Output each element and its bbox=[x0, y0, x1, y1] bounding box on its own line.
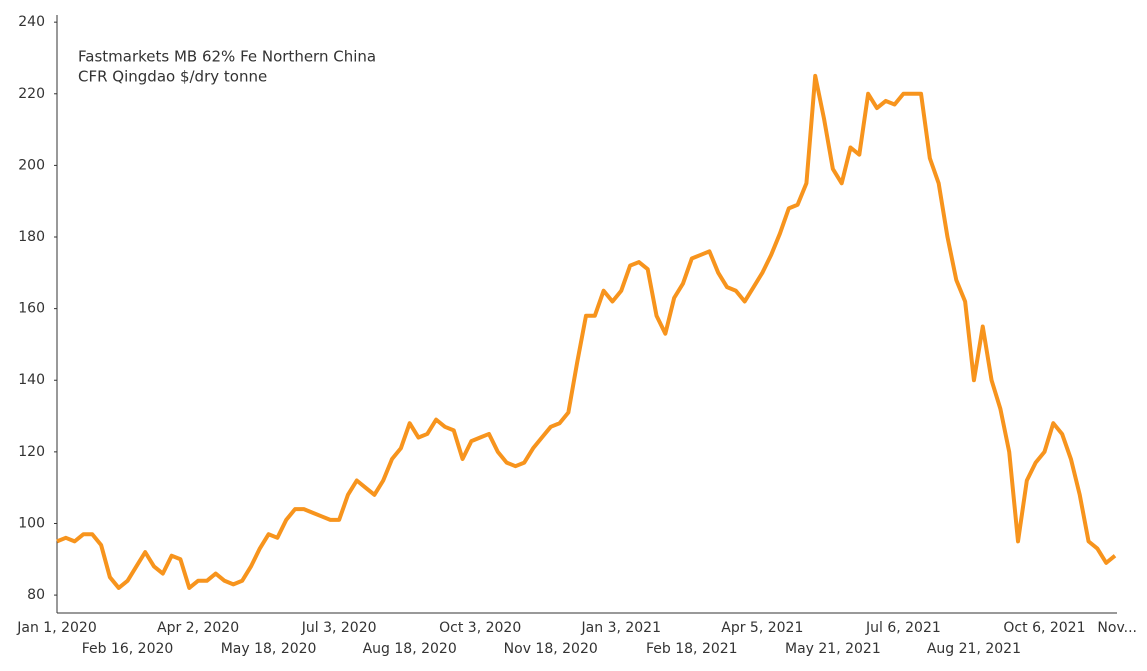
y-tick-label: 180 bbox=[18, 229, 45, 245]
x-tick-label: Jul 3, 2020 bbox=[301, 620, 377, 636]
x-tick-label: Jan 3, 2021 bbox=[581, 620, 661, 636]
y-tick-label: 120 bbox=[18, 444, 45, 460]
x-tick-label: Feb 16, 2020 bbox=[82, 641, 174, 657]
x-tick-label: Jan 1, 2020 bbox=[16, 620, 96, 636]
x-tick-label: May 18, 2020 bbox=[221, 641, 317, 657]
x-tick-label: Feb 18, 2021 bbox=[646, 641, 738, 657]
y-tick-label: 200 bbox=[18, 157, 45, 173]
x-tick-label: Oct 3, 2020 bbox=[439, 620, 521, 636]
x-tick-label: Nov 18, 2020 bbox=[504, 641, 598, 657]
price-line bbox=[56, 73, 1117, 590]
y-tick-label: 220 bbox=[18, 86, 45, 102]
x-tick-label: Jul 6, 2021 bbox=[865, 620, 941, 636]
x-tick-label: Aug 21, 2021 bbox=[927, 641, 1021, 657]
x-tick-label: Apr 5, 2021 bbox=[721, 620, 803, 636]
y-tick-label: 100 bbox=[18, 515, 45, 531]
x-tick-label: Nov... bbox=[1097, 620, 1137, 636]
x-tick-label: Aug 18, 2020 bbox=[363, 641, 457, 657]
y-tick-label: 160 bbox=[18, 301, 45, 317]
annotation: Fastmarkets MB 62% Fe Northern China bbox=[78, 48, 376, 66]
y-tick-label: 140 bbox=[18, 372, 45, 388]
x-tick-label: Apr 2, 2020 bbox=[157, 620, 239, 636]
y-tick-label: 80 bbox=[27, 587, 45, 603]
y-tick-label: 240 bbox=[18, 14, 45, 30]
x-tick-label: Oct 6, 2021 bbox=[1003, 620, 1085, 636]
x-tick-label: May 21, 2021 bbox=[785, 641, 881, 657]
annotation: CFR Qingdao $/dry tonne bbox=[78, 68, 267, 86]
